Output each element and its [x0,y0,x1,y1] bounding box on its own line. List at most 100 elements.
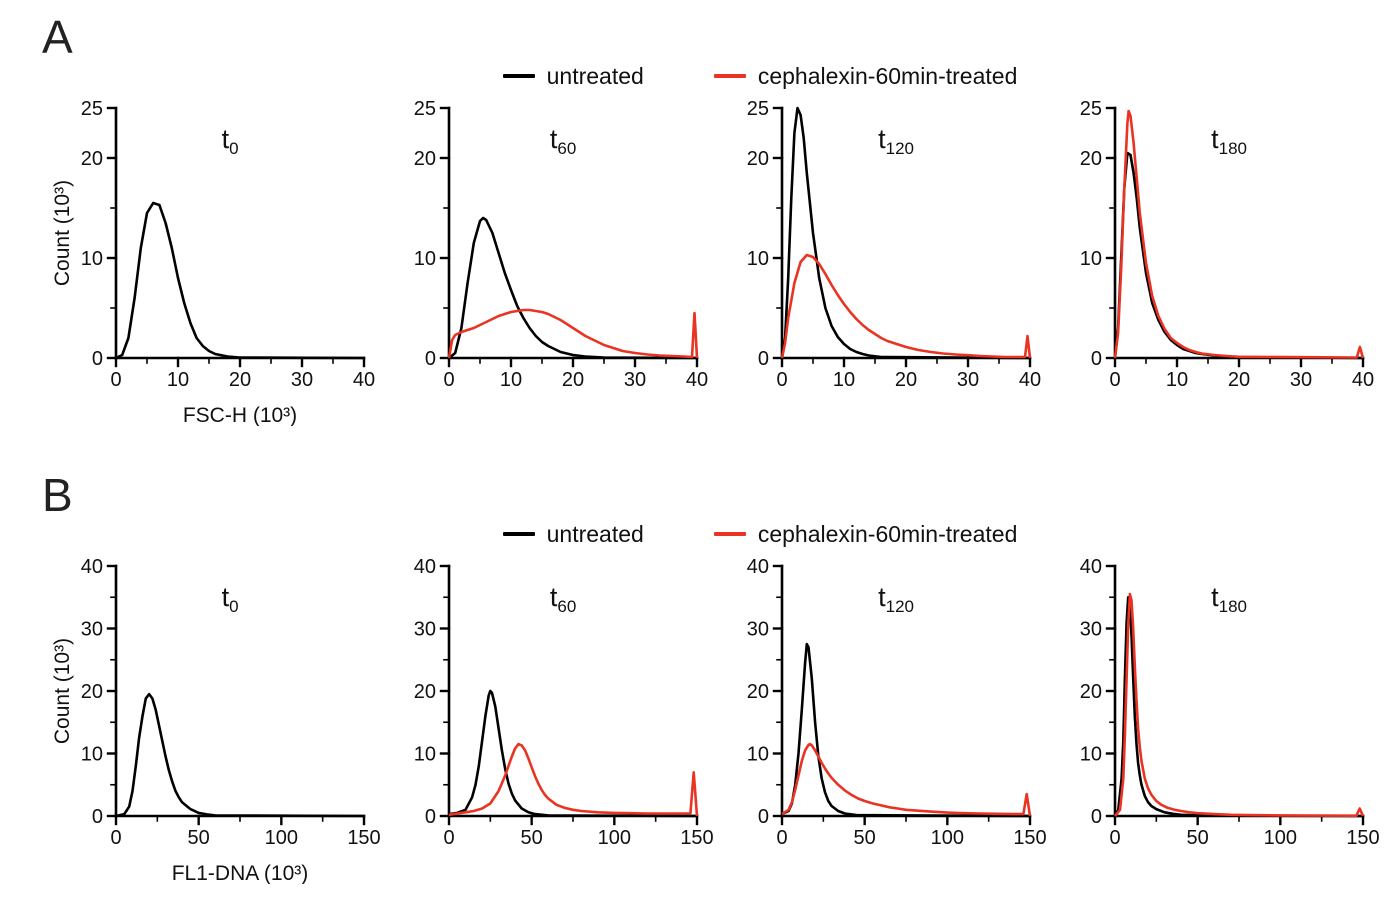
series-untreated [115,201,365,360]
y-tick-label: 0 [92,348,103,370]
x-tick-label: 100 [1264,827,1297,849]
chart-b-t0: 0 10 20 30 40 0 50 100 150 t0 FL1-DNA (10³) Count (… [51,554,384,885]
histogram-plot: 0 10 20 25 0 10 20 30 40 t0 FSC-H (10³) Count (10³) [51,98,375,427]
legend-label-untreated: untreated [546,520,644,547]
series-untreated [1113,595,1364,818]
x-tick-label: 20 [1228,369,1250,391]
x-tick-label: 20 [562,369,584,391]
chart-b-t180: 0 10 20 30 40 0 50 100 150 t180 [1051,554,1383,884]
y-tick-label: 10 [414,248,436,270]
x-tick-label: 100 [265,827,298,849]
y-tick-label: 20 [414,681,436,703]
series-untreated [1113,151,1364,360]
x-tick-label: 50 [854,827,876,849]
series-cephalexin-60min-treated [1113,592,1365,818]
x-tick-label: 150 [680,827,713,849]
x-tick-label: 10 [833,369,855,391]
chart-b-t120: 0 10 20 30 40 0 50 100 150 t120 [718,554,1050,884]
chart-b-t60: 0 10 20 30 40 0 50 100 150 t60 [385,554,717,884]
charts-row-a: 0 10 20 25 0 10 20 30 40 t0 FSC-H (10³) Count (10³)… [0,96,1400,427]
y-tick-label: 20 [414,148,436,170]
y-tick-label: 40 [747,556,769,578]
charts-row-b: 0 10 20 30 40 0 50 100 150 t0 FL1-DNA (10³) Count (… [0,554,1400,885]
x-tick-label: 0 [443,369,454,391]
y-tick-label: 30 [747,619,769,641]
y-tick-label: 20 [747,681,769,703]
legend-label-treated: cephalexin-60min-treated [757,62,1018,89]
x-tick-label: 0 [1109,827,1120,849]
y-tick-label: 10 [747,744,769,766]
treated-line-swatch [713,74,746,78]
y-tick-label: 40 [414,556,436,578]
y-tick-label: 25 [81,98,103,120]
histogram-plot: 0 10 20 30 40 0 50 100 150 t120 [747,556,1047,849]
panel-a-label: A [42,11,73,63]
x-tick-label: 20 [229,369,251,391]
y-tick-label: 0 [1091,806,1102,828]
y-tick-label: 10 [1080,744,1102,766]
y-tick-label: 25 [414,98,436,120]
series-cephalexin-60min-treated [448,742,699,817]
y-tick-label: 25 [747,98,769,120]
histogram-plot: 0 10 20 25 0 10 20 30 40 t180 [1080,98,1374,391]
histogram-plot: 0 10 20 30 40 0 50 100 150 t180 [1080,556,1380,849]
x-tick-label: 50 [1187,827,1209,849]
chart-a-t180: 0 10 20 25 0 10 20 30 40 t180 [1051,96,1383,426]
y-tick-label: 10 [81,744,103,766]
plot-title: t180 [1211,124,1247,158]
y-axis-label: Count (10³) [52,180,74,286]
x-tick-label: 0 [110,827,121,849]
legend-item-treated: cephalexin-60min-treated [713,520,1018,548]
x-tick-label: 40 [1019,369,1041,391]
series-untreated [448,689,698,818]
series-cephalexin-60min-treated [1113,109,1365,359]
x-tick-label: 0 [110,369,121,391]
panel-b-label: B [42,469,73,521]
panel-b: B untreated cephalexin-60min-treated 0 10… [0,458,1400,916]
treated-line-swatch [713,532,746,536]
y-axis-label: Count (10³) [52,638,74,744]
y-tick-label: 30 [81,619,103,641]
y-tick-label: 30 [414,619,436,641]
x-tick-label: 40 [686,369,708,391]
plot-title: t120 [878,124,914,158]
chart-a-t120: 0 10 20 25 0 10 20 30 40 t120 [718,96,1050,426]
x-tick-label: 0 [776,827,787,849]
x-tick-label: 100 [931,827,964,849]
plot-title: t0 [222,582,239,616]
y-tick-label: 25 [1080,98,1102,120]
y-tick-label: 0 [758,806,769,828]
y-tick-label: 0 [425,348,436,370]
legend-b: untreated cephalexin-60min-treated [0,458,1400,550]
x-axis-label: FSC-H (10³) [183,404,297,426]
histogram-plot: 0 10 20 30 40 0 50 100 150 t0 FL1-DNA (10³) Count (… [51,556,381,885]
untreated-line-swatch [502,74,535,78]
series-cephalexin-60min-treated [780,253,1032,359]
x-tick-label: 0 [1109,369,1120,391]
x-tick-label: 20 [895,369,917,391]
x-tick-label: 40 [353,369,375,391]
chart-a-t60: 0 10 20 25 0 10 20 30 40 t60 [385,96,717,426]
y-tick-label: 20 [1080,148,1102,170]
y-tick-label: 20 [1080,681,1102,703]
x-tick-label: 10 [500,369,522,391]
x-tick-label: 150 [1346,827,1379,849]
legend-item-untreated: untreated [502,520,644,548]
series-untreated [781,642,1031,818]
y-tick-label: 10 [1080,248,1102,270]
histogram-plot: 0 10 20 30 40 0 50 100 150 t60 [414,556,714,849]
y-tick-label: 0 [758,348,769,370]
plot-title: t0 [222,124,239,158]
y-tick-label: 30 [1080,619,1102,641]
legend-label-treated: cephalexin-60min-treated [757,520,1018,547]
y-tick-label: 0 [425,806,436,828]
y-tick-label: 10 [414,744,436,766]
y-tick-label: 10 [747,248,769,270]
x-tick-label: 50 [188,827,210,849]
x-tick-label: 50 [521,827,543,849]
x-tick-label: 30 [291,369,313,391]
series-cephalexin-60min-treated [781,742,1032,817]
x-tick-label: 30 [624,369,646,391]
x-tick-label: 150 [347,827,380,849]
